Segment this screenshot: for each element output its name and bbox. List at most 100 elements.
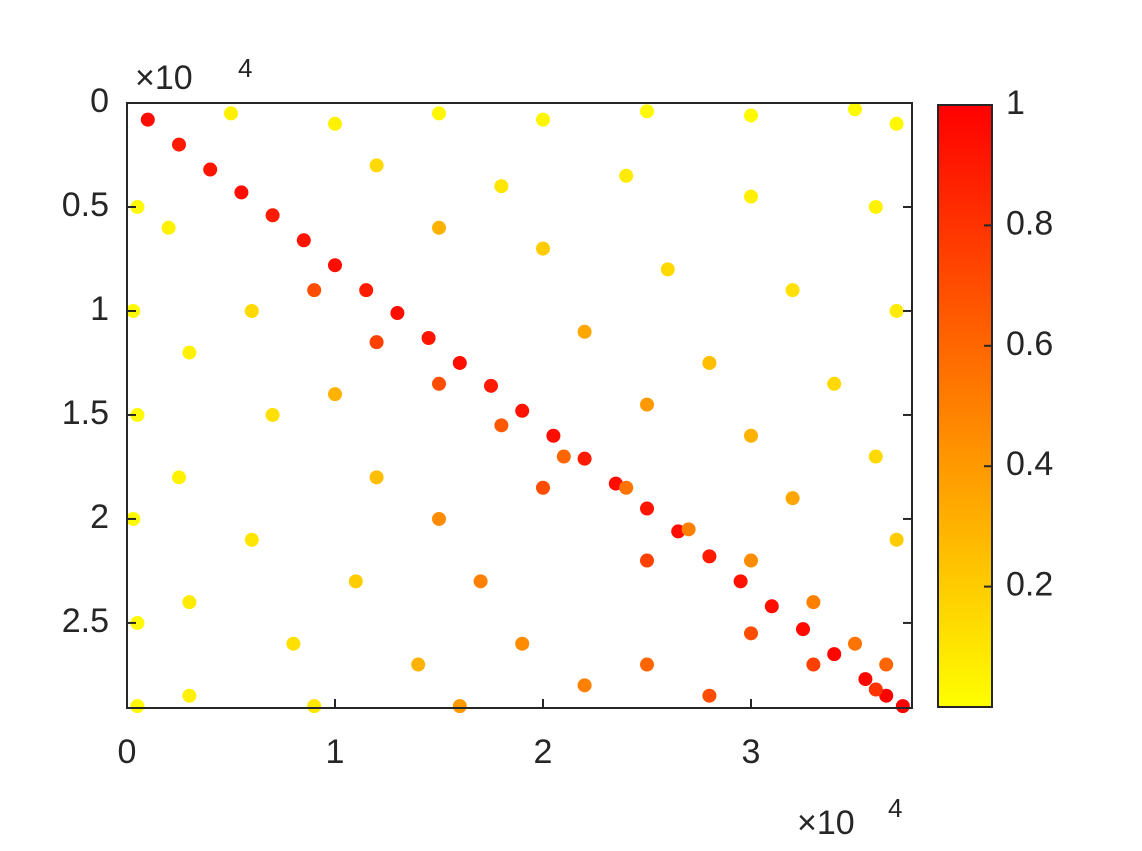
point — [224, 106, 239, 121]
colorbar-tick-label: 0.2 — [1006, 566, 1053, 604]
point — [827, 647, 842, 662]
point — [868, 199, 883, 214]
point — [234, 185, 249, 200]
point — [744, 189, 759, 204]
point — [307, 699, 322, 714]
point — [879, 688, 894, 703]
point — [484, 378, 499, 393]
x-tick-label: 0 — [118, 733, 137, 771]
y-exponent-power: 4 — [238, 53, 252, 83]
point — [640, 397, 655, 412]
point — [369, 335, 384, 350]
point — [265, 208, 280, 223]
point — [515, 636, 530, 651]
point — [411, 657, 426, 672]
point — [452, 699, 467, 714]
colorbar-tick-label: 0.4 — [1006, 445, 1053, 483]
point — [858, 672, 873, 687]
point — [172, 137, 187, 152]
point — [660, 262, 675, 277]
point — [390, 306, 405, 321]
point — [848, 102, 863, 117]
point — [130, 407, 145, 422]
point — [130, 199, 145, 214]
colorbar — [937, 104, 993, 708]
point — [244, 532, 259, 547]
point — [369, 158, 384, 173]
point — [702, 355, 717, 370]
point — [421, 331, 436, 346]
x-tick-label: 2 — [534, 733, 553, 771]
point — [619, 480, 634, 495]
point — [432, 376, 447, 391]
point — [895, 699, 910, 714]
y-tick-label: 1.5 — [62, 394, 109, 432]
point — [244, 303, 259, 318]
point — [744, 626, 759, 641]
point — [848, 636, 863, 651]
y-tick-label: 0 — [90, 82, 109, 120]
point — [432, 511, 447, 526]
points — [126, 102, 910, 714]
x-exponent-base: ×10 — [797, 804, 855, 842]
point — [889, 532, 904, 547]
point — [536, 241, 551, 256]
point — [140, 112, 155, 127]
point — [744, 428, 759, 443]
y-tick-label: 0.5 — [62, 186, 109, 224]
point — [577, 324, 592, 339]
point — [328, 258, 343, 273]
point — [494, 179, 509, 194]
point — [868, 449, 883, 464]
point — [473, 574, 488, 589]
point — [161, 220, 176, 235]
y-tick-label: 1 — [90, 290, 109, 328]
point — [889, 116, 904, 131]
point — [640, 501, 655, 516]
point — [203, 162, 218, 177]
y-tick-label: 2.5 — [62, 602, 109, 640]
point — [432, 106, 447, 121]
point — [640, 553, 655, 568]
point — [359, 283, 374, 298]
y-exponent-base: ×10 — [135, 59, 193, 97]
point — [307, 283, 322, 298]
point — [265, 407, 280, 422]
point — [796, 622, 811, 637]
axes-box — [126, 102, 913, 709]
point — [494, 418, 509, 433]
point — [764, 599, 779, 614]
point — [671, 524, 686, 539]
point — [432, 220, 447, 235]
x-tick-label: 1 — [326, 733, 345, 771]
x-exponent-power: 4 — [888, 793, 902, 823]
point — [868, 682, 883, 697]
point — [130, 615, 145, 630]
point — [785, 491, 800, 506]
point — [182, 345, 197, 360]
point — [889, 303, 904, 318]
point — [328, 387, 343, 402]
point — [546, 428, 561, 443]
point — [806, 595, 821, 610]
point — [452, 355, 467, 370]
y-tick-label: 2 — [90, 498, 109, 536]
point — [681, 522, 696, 537]
colorbar-tick-label: 0.6 — [1006, 325, 1053, 363]
point — [369, 470, 384, 485]
point — [733, 574, 748, 589]
colorbar-tick-label: 1 — [1006, 84, 1025, 122]
point — [640, 657, 655, 672]
point — [348, 574, 363, 589]
point — [515, 403, 530, 418]
point — [577, 678, 592, 693]
point — [744, 108, 759, 123]
point — [328, 116, 343, 131]
point — [172, 470, 187, 485]
point — [702, 688, 717, 703]
point — [577, 451, 592, 466]
point — [130, 699, 145, 714]
point — [744, 553, 759, 568]
point — [827, 376, 842, 391]
